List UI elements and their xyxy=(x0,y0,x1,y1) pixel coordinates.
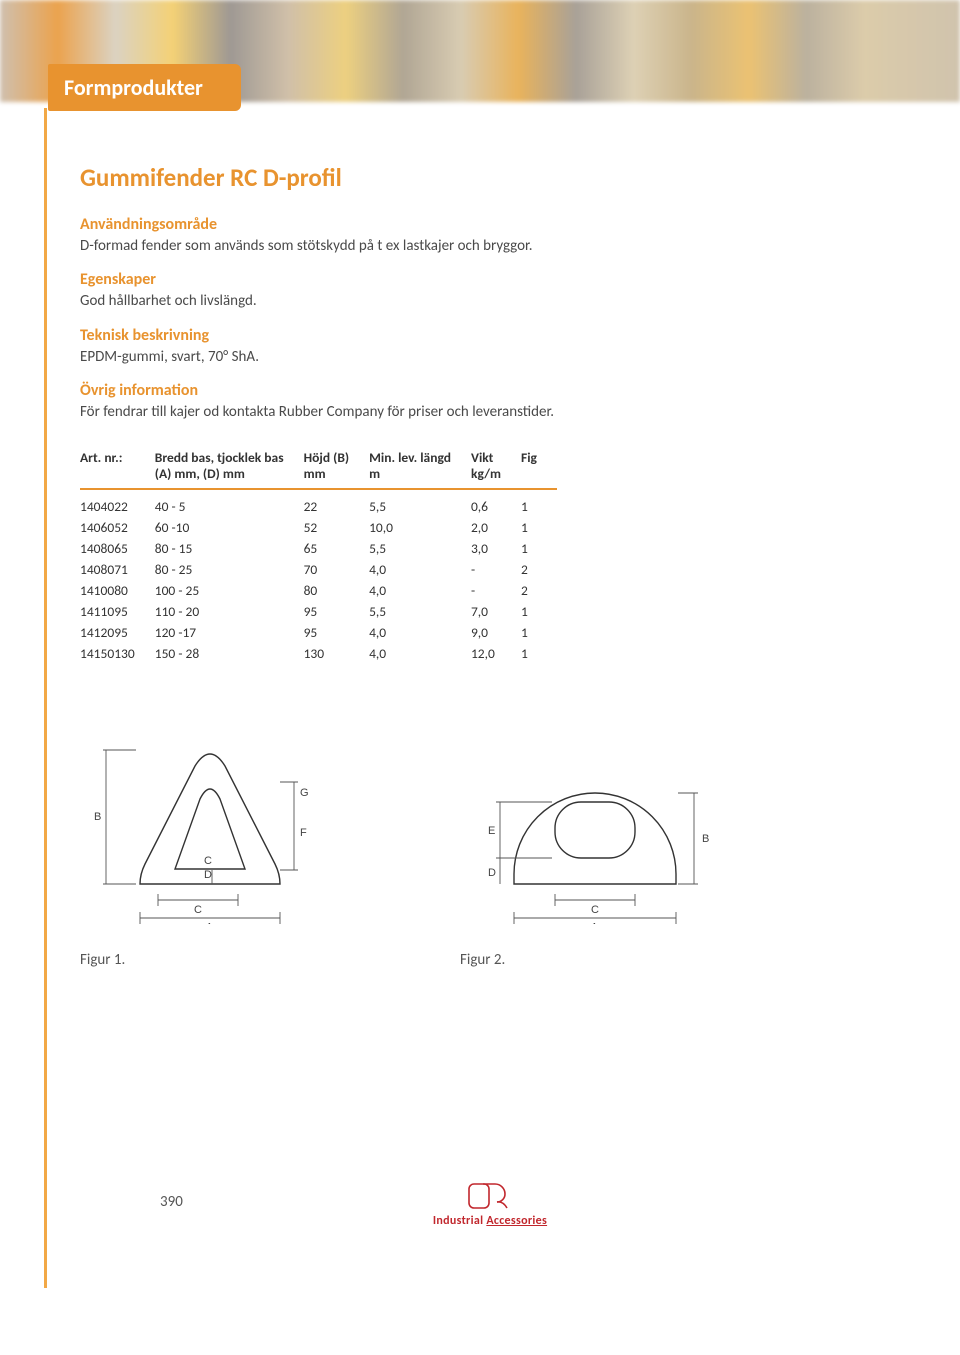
block-heading: Användningsområde xyxy=(80,215,900,234)
svg-text:D: D xyxy=(204,869,212,881)
table-row: 14150130150 - 281304,012,01 xyxy=(80,643,557,664)
block-heading: Teknisk beskrivning xyxy=(80,326,900,345)
spec-table: Art. nr.: Bredd bas, tjocklek bas(A) mm,… xyxy=(80,450,557,664)
svg-text:A: A xyxy=(591,922,598,924)
svg-text:F: F xyxy=(300,827,307,839)
figure-1: B G F C D C A Figur 1. xyxy=(80,724,340,969)
page-title: Gummifender RC D-profil xyxy=(80,162,900,193)
block-heading: Egenskaper xyxy=(80,270,900,289)
table-row: 1412095120 -17954,09,01 xyxy=(80,622,557,643)
table-row: 140806580 - 15655,53,01 xyxy=(80,538,557,559)
svg-text:D: D xyxy=(488,867,496,879)
block-body: EPDM-gummi, svart, 70° ShA. xyxy=(80,347,600,367)
table-row: 140807180 - 25704,0-2 xyxy=(80,559,557,580)
col-artnr: Art. nr.: xyxy=(80,450,155,489)
footer-logo: Industrial Accessories xyxy=(433,1180,547,1228)
figure-1-caption: Figur 1. xyxy=(80,951,340,969)
page-number: 390 xyxy=(160,1193,183,1211)
col-fig: Fig xyxy=(521,450,557,489)
figure-2: E D B C A Figur 2. xyxy=(460,724,720,969)
svg-text:C: C xyxy=(591,904,599,916)
accent-bar xyxy=(44,108,47,1288)
col-vikt: Viktkg/m xyxy=(471,450,521,489)
svg-text:G: G xyxy=(300,787,309,799)
table-row: 1410080100 - 25804,0-2 xyxy=(80,580,557,601)
svg-text:C: C xyxy=(194,904,202,916)
table-row: 1411095110 - 20955,57,01 xyxy=(80,601,557,622)
block-body: D-formad fender som används som stötskyd… xyxy=(80,236,600,256)
col-hojd: Höjd (B)mm xyxy=(304,450,370,489)
table-row: 140402240 - 5225,50,61 xyxy=(80,489,557,517)
section-tab: Formprodukter xyxy=(48,64,241,111)
svg-text:E: E xyxy=(488,825,495,837)
figure-2-caption: Figur 2. xyxy=(460,951,720,969)
block-heading: Övrig information xyxy=(80,381,900,400)
col-bredd: Bredd bas, tjocklek bas(A) mm, (D) mm xyxy=(155,450,304,489)
block-body: God hållbarhet och livslängd. xyxy=(80,291,600,311)
svg-text:C: C xyxy=(204,855,212,867)
block-body: För fendrar till kajer od kontakta Rubbe… xyxy=(80,402,600,422)
col-minlev: Min. lev. längdm xyxy=(369,450,471,489)
svg-text:A: A xyxy=(206,922,213,924)
table-row: 140605260 -105210,02,01 xyxy=(80,517,557,538)
svg-text:B: B xyxy=(702,833,709,845)
svg-text:B: B xyxy=(94,811,101,823)
